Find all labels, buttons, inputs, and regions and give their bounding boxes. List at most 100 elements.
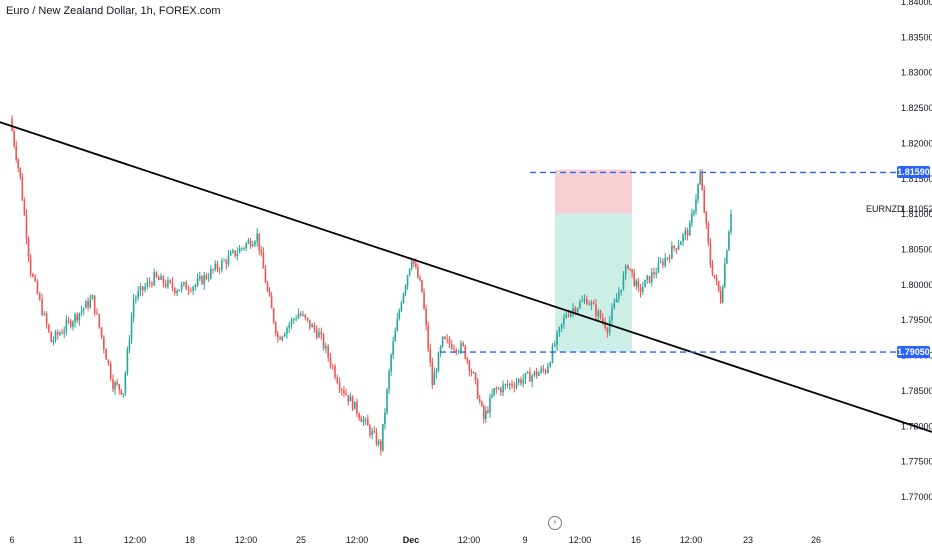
time-tick-label: 9 [522,535,527,545]
candle-body [724,263,726,287]
candle-body [404,285,407,294]
candle-body [682,234,684,242]
price-tick-label: 1.79500 [901,315,932,325]
candle-body [218,269,221,270]
candle-body [551,345,554,363]
candle-body [295,318,297,320]
candle-body [93,295,96,314]
candle-body [80,310,83,314]
candle-body [705,211,708,224]
candle-body [320,332,323,335]
candle-body [45,313,48,325]
candle-body [236,253,239,256]
candle-body [274,322,277,334]
candle-body [251,244,254,247]
candle-body [406,275,409,286]
candle-body [364,418,367,420]
candle-body [635,280,638,286]
candle-body [480,401,483,406]
time-tick-label: 25 [296,535,306,545]
time-axis[interactable]: 6 11 12:00 18 12:00 25 12:00 Dec 12:00 9 12:00 16 12… [9,535,821,545]
candle-body [483,405,485,420]
candle-body [547,366,549,373]
candle-body [588,304,590,306]
candle-body [185,282,188,290]
candle-body [437,352,440,372]
candle-body [549,362,551,367]
candle-body [105,349,107,360]
price-tick-label: 1.81000 [901,209,932,219]
candle-body [229,252,232,256]
candle-body [583,299,586,301]
price-tick-label: 1.82000 [901,138,932,148]
candle-body [216,263,219,270]
candle-body [48,324,50,332]
candle-body [429,348,432,363]
chart-title: Euro / New Zealand Dollar, 1h, FOREX.com [6,5,221,17]
candle-body [629,268,631,270]
candle-body [478,398,481,402]
candle-body [98,314,101,328]
candle-body [11,118,13,131]
candle-body [533,371,536,376]
candle-body [362,419,365,422]
candle-body [82,308,85,311]
candle-body [124,373,127,394]
candle-body [160,276,162,280]
candle-body [232,250,234,253]
candle-body [666,257,669,259]
candle-body [408,268,411,276]
price-axis[interactable]: 1.770001.775001.780001.785001.790001.795… [901,0,932,502]
candle-body [695,199,697,212]
trendline[interactable] [0,119,932,441]
candle-body [130,317,133,341]
candle-body [504,384,507,385]
candle-body [394,330,397,342]
trendline-segment[interactable] [0,119,932,441]
candle-body [707,223,710,243]
candle-body [87,301,89,308]
stop-zone [555,169,632,214]
candle-body [112,378,114,390]
candle-body [190,290,192,292]
candle-body [240,248,243,249]
candle-body [444,336,446,339]
candle-body [167,280,169,287]
candle-body [212,269,214,270]
candle-body [254,241,256,245]
candle-body [19,167,22,178]
candle-body [187,289,190,291]
candle-body [43,313,46,315]
candle-body [122,393,125,395]
candle-body [32,274,34,277]
candle-body [169,280,172,283]
candle-body [256,233,258,242]
candle-body [474,372,477,380]
candle-body [223,260,225,262]
price-tick-label: 1.82500 [901,103,932,113]
candle-body [542,368,545,371]
candle-body [118,384,120,390]
candle-body [664,258,666,266]
candle-body [392,341,394,355]
candle-body [353,401,356,410]
candle-body [453,349,455,350]
candle-body [472,372,475,374]
candle-body [120,389,123,395]
candle-body [76,314,79,321]
lightning-icon[interactable]: ⚡ [548,516,562,530]
candle-body [180,284,183,290]
candle-body [668,257,671,259]
candle-body [655,272,658,275]
candle-body [178,289,181,291]
price-tick-label: 1.78000 [901,421,932,431]
candle-body [114,382,116,390]
candle-body [466,358,469,361]
candle-body [531,375,533,382]
candle-body [272,308,275,323]
candle-body [234,250,236,256]
target-zone [555,213,632,353]
candle-body [201,276,203,285]
candle-body [615,298,618,303]
